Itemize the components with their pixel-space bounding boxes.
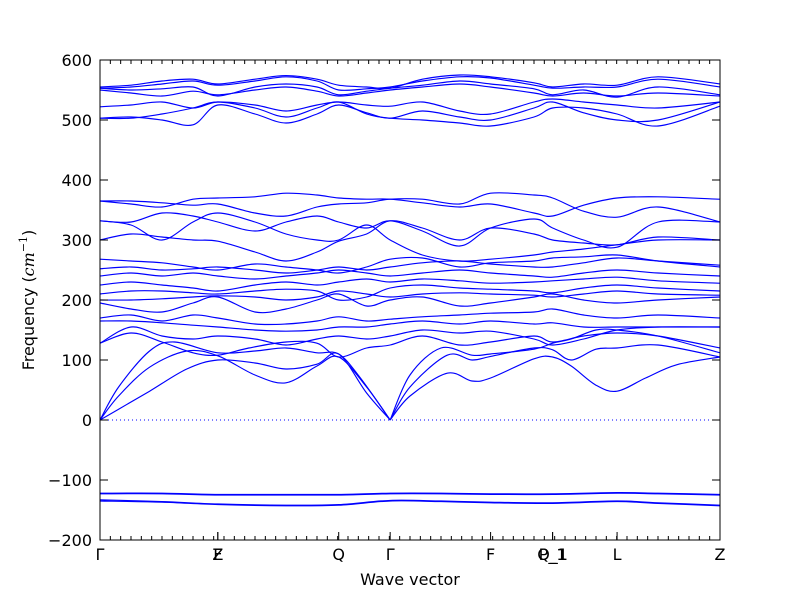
band-lines [100,74,720,507]
band-line-27 [100,80,720,98]
x-tick-label: Z [212,545,223,564]
band-line-32 [100,499,720,506]
band-line-11 [100,293,720,314]
y-tick-label: −100 [48,471,92,490]
x-tick-label: P_1 [539,545,567,565]
x-tick-label: F [213,545,222,564]
y-tick-label: 300 [61,231,92,250]
band-line-22 [100,192,720,223]
plot-area [100,74,720,507]
y-axis-label-prefix: Frequency ( [19,276,38,370]
y-axis-label: Frequency (cm−1) [17,230,38,371]
band-line-33 [100,500,720,507]
y-tick-label: 100 [61,351,92,370]
band-line-19 [100,212,720,262]
band-line-9 [100,320,720,332]
band-line-24 [100,101,720,126]
x-tick-label: Q_1 [537,545,568,565]
band-line-3 [100,341,391,421]
band-line-16 [100,257,720,274]
band-line-15 [100,269,720,280]
band-line-8 [100,326,720,346]
band-line-5 [389,344,720,421]
band-line-2 [100,349,391,421]
x-tick-label: F [486,545,495,564]
x-tick-label: Γ [386,545,395,564]
band-line-7 [100,332,720,358]
x-tick-label: Γ [96,545,105,564]
band-line-29 [100,74,720,90]
band-line-4 [389,355,720,421]
band-line-20 [100,212,720,249]
band-line-1 [100,352,391,421]
band-line-21 [100,192,720,217]
y-axis-label-unit: cm [19,252,38,276]
y-tick-label: 600 [61,51,92,70]
x-tick-label: Q [332,545,345,564]
y-tick-label: 400 [61,171,92,190]
x-tick-label: L [613,545,622,564]
band-line-13 [100,284,720,301]
x-tick-label: Z [715,545,726,564]
y-tick-label: 0 [82,411,92,430]
y-tick-label: 200 [61,291,92,310]
y-tick-label: 500 [61,111,92,130]
band-line-6 [389,328,720,421]
band-line-17 [100,254,720,274]
x-axis-label: Wave vector [360,570,460,589]
band-line-31 [100,492,720,496]
band-line-14 [100,276,720,292]
band-line-30 [100,492,720,496]
y-tick-label: −200 [48,531,92,550]
band-line-12 [100,290,720,301]
band-line-26 [100,83,720,97]
band-line-25 [100,98,720,116]
y-axis-label-suffix: ) [19,230,38,236]
band-line-10 [100,308,720,326]
band-line-18 [100,220,720,262]
y-axis-label-exponent: −1 [17,236,30,252]
